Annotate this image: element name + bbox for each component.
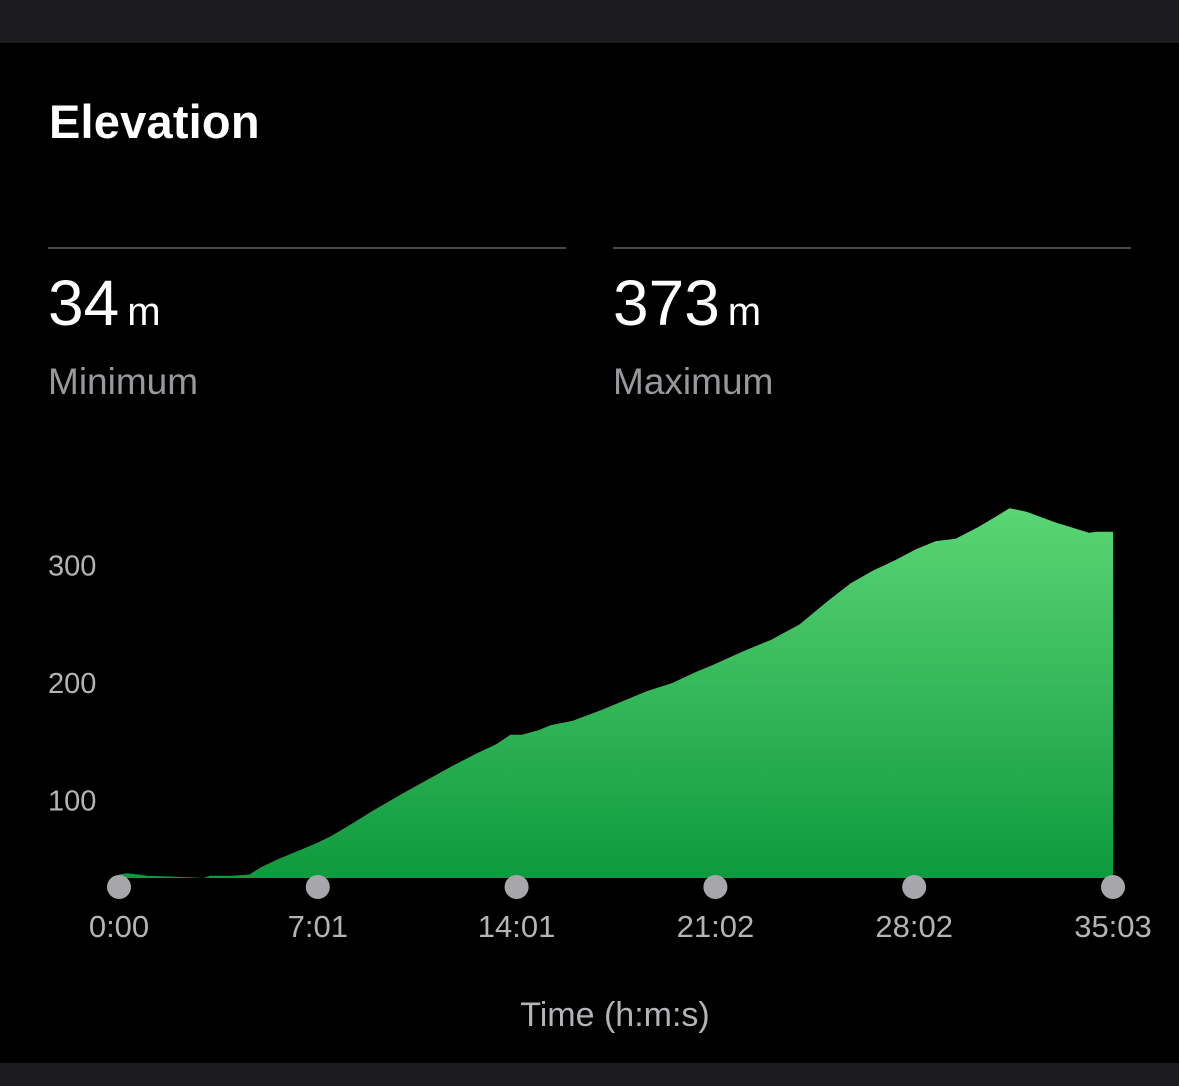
elevation-area xyxy=(119,508,1113,878)
bottom-strip xyxy=(0,1063,1179,1086)
minimum-value: 34 xyxy=(48,267,120,339)
x-tick-marker xyxy=(902,875,927,899)
x-tick-label: 0:00 xyxy=(89,909,149,944)
x-tick-label: 35:03 xyxy=(1074,909,1152,944)
status-bar-strip xyxy=(0,0,1179,43)
minimum-label: Minimum xyxy=(48,361,199,402)
minimum-value-row: 34 m xyxy=(48,271,566,353)
y-tick-label: 200 xyxy=(48,668,96,700)
x-tick-marker xyxy=(1101,875,1125,899)
x-axis-label: Time (h:m:s) xyxy=(520,996,710,1034)
x-tick-label: 28:02 xyxy=(875,909,953,944)
y-tick-label: 100 xyxy=(48,786,96,818)
x-tick-label: 14:01 xyxy=(478,909,556,944)
x-tick-marker xyxy=(107,875,131,899)
page-title: Elevation xyxy=(49,95,260,148)
x-axis-ticks: 0:00 7:01 14:01 21:02 28:02 35:03 xyxy=(89,875,1152,944)
minimum-stat: 34 m Minimum xyxy=(48,247,566,403)
y-tick-label: 300 xyxy=(48,551,96,583)
x-tick-marker xyxy=(504,875,529,899)
y-axis-ticks: 100 200 300 xyxy=(48,551,96,818)
maximum-unit: m xyxy=(727,290,762,334)
x-tick-marker xyxy=(305,875,330,899)
x-tick-marker xyxy=(703,875,728,899)
maximum-value: 373 xyxy=(613,267,720,339)
maximum-label: Maximum xyxy=(613,361,774,402)
minimum-unit: m xyxy=(127,290,161,334)
maximum-stat: 373 m Maximum xyxy=(613,247,1131,403)
maximum-value-row: 373 m xyxy=(613,271,1131,353)
x-tick-label: 21:02 xyxy=(677,909,755,944)
x-tick-label: 7:01 xyxy=(288,909,348,944)
